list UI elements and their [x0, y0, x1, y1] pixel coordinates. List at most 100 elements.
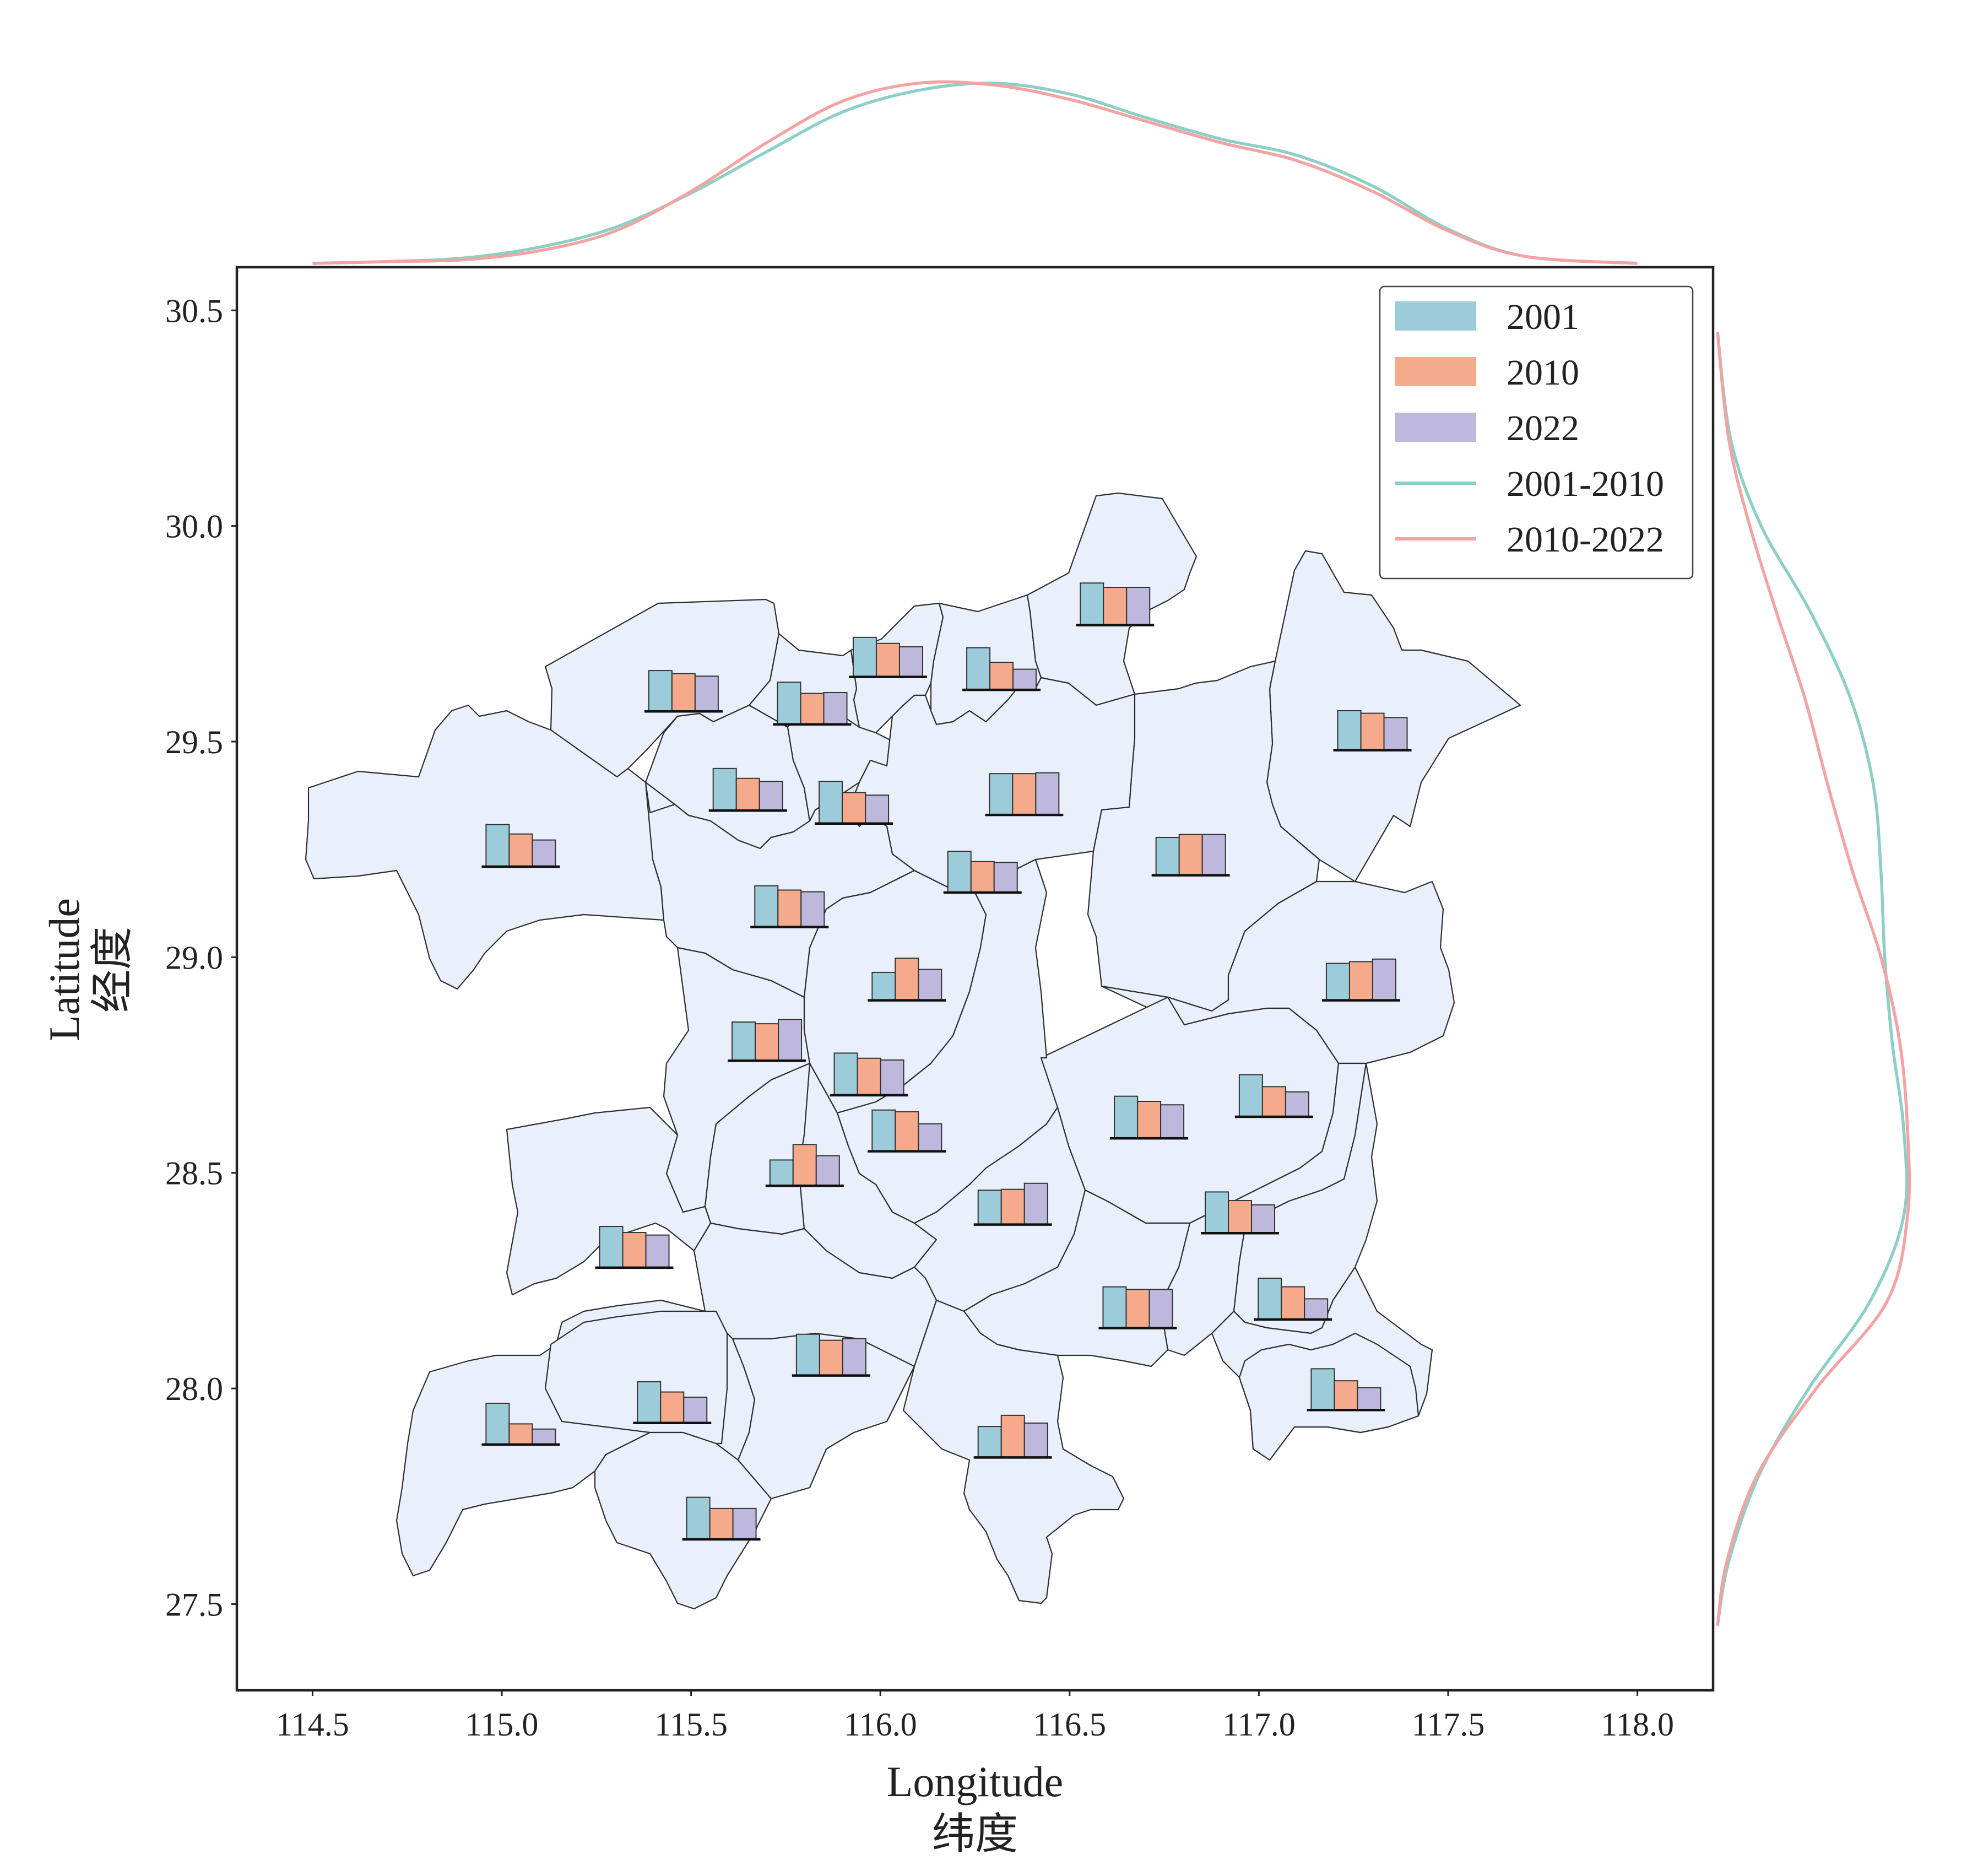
bar-2022	[1251, 1204, 1276, 1234]
bar-glyph	[973, 1414, 1052, 1459]
bar-2022	[1201, 834, 1226, 876]
bar-glyph	[1234, 1074, 1313, 1118]
bar-2022	[1126, 587, 1151, 626]
bar-2001	[977, 1426, 1002, 1458]
legend-label-2010: 2010	[1507, 353, 1579, 393]
bar-2010	[792, 1144, 817, 1187]
bar-glyph	[1201, 1191, 1280, 1235]
bar-2022	[683, 1396, 708, 1424]
bar-glyph	[868, 958, 946, 1002]
legend-label-2001: 2001	[1507, 297, 1579, 337]
bar-2010	[508, 833, 533, 867]
bar-2010	[875, 642, 900, 678]
bar-2022	[815, 1155, 840, 1187]
bar-glyph	[708, 767, 787, 812]
y-tick-label: 27.5	[165, 1586, 223, 1623]
bar-2022	[1372, 958, 1396, 1001]
bar-2001	[947, 851, 972, 893]
bar-2022	[800, 891, 825, 928]
bar-2010	[777, 889, 802, 928]
legend-label-2022: 2022	[1507, 408, 1579, 448]
x-tick-label: 115.0	[465, 1706, 539, 1743]
bar-2010	[1137, 1101, 1162, 1139]
longitude-density-curves	[312, 80, 1638, 265]
bar-2001	[871, 971, 896, 1001]
bar-2010	[1281, 1286, 1305, 1320]
bar-2001	[712, 767, 737, 812]
bar-glyph	[773, 682, 852, 726]
bar-2001	[485, 1402, 510, 1445]
bar-2022	[694, 675, 719, 712]
bar-2001	[819, 781, 843, 824]
bar-2001	[637, 1381, 662, 1424]
bar-glyph	[943, 851, 1022, 894]
y-tick-label: 30.5	[165, 293, 223, 329]
bar-2010	[1360, 712, 1385, 751]
bar-2001	[485, 824, 510, 867]
bar-2001	[648, 670, 673, 712]
bar-2010	[1000, 1414, 1025, 1458]
bar-2022	[1285, 1091, 1309, 1117]
bar-glyph	[750, 885, 829, 928]
x-tick-label: 114.5	[276, 1706, 349, 1743]
legend-label-2001-2010: 2001-2010	[1507, 464, 1664, 504]
y-tick-label: 29.0	[165, 939, 223, 976]
bar-2022	[1304, 1298, 1329, 1320]
bar-2001	[833, 1052, 858, 1096]
bar-glyph	[830, 1052, 908, 1097]
latitude-density-curves	[1716, 332, 1911, 1626]
bar-2010	[1178, 834, 1203, 876]
bar-glyph	[815, 781, 893, 825]
bar-2001	[1258, 1277, 1282, 1320]
bar-glyph	[1151, 834, 1230, 877]
bar-2022	[880, 1059, 904, 1096]
bar-2010	[1000, 1188, 1025, 1225]
legend-label-2010-2022: 2010-2022	[1507, 520, 1664, 560]
bar-glyph	[1098, 1286, 1177, 1329]
bar-2001	[795, 1333, 820, 1376]
legend-swatch-2022	[1395, 413, 1476, 442]
bar-2022	[778, 1019, 803, 1062]
bar-2022	[1023, 1182, 1048, 1225]
x-tick-label: 116.0	[844, 1706, 917, 1743]
x-axis-label-cn: 纬度	[932, 1810, 1018, 1858]
bar-2001	[977, 1190, 1002, 1225]
bar-2001	[1205, 1191, 1229, 1234]
bar-2001	[1102, 1286, 1127, 1329]
bar-2001	[1337, 710, 1362, 751]
y-axis-label: Latitude	[40, 898, 88, 1041]
x-tick-label: 116.5	[1033, 1706, 1106, 1743]
bar-2022	[865, 794, 890, 824]
bar-glyph	[1110, 1095, 1189, 1140]
bar-2022	[898, 646, 923, 678]
bar-glyph	[644, 670, 723, 713]
bar-2022	[918, 969, 942, 1001]
bar-2001	[1238, 1074, 1263, 1117]
bar-2010	[1228, 1200, 1253, 1234]
kde-right-2001-2010	[1716, 332, 1909, 1626]
bar-glyph	[481, 824, 560, 868]
bar-2010	[671, 673, 696, 712]
bar-2001	[686, 1496, 711, 1540]
bar-2001	[754, 885, 779, 928]
bar-2022	[842, 1338, 866, 1376]
bar-2001	[1155, 837, 1180, 876]
x-tick-label: 117.0	[1222, 1706, 1296, 1743]
bar-2022	[645, 1234, 670, 1268]
kde-top-2001-2010	[312, 82, 1638, 265]
y-tick-label: 29.5	[165, 724, 223, 760]
bar-glyph	[868, 1109, 946, 1153]
bar-glyph	[792, 1333, 870, 1377]
bar-2010	[622, 1231, 647, 1268]
x-tick-label: 115.5	[654, 1706, 728, 1743]
bar-2001	[1080, 582, 1104, 626]
bar-glyph	[962, 647, 1041, 691]
bar-2022	[1023, 1422, 1048, 1458]
legend: 2001 2010 2022 2001-2010 2010-2022	[1379, 285, 1694, 580]
bar-2010	[735, 777, 760, 812]
map-region	[1266, 550, 1521, 883]
bar-2010	[857, 1057, 881, 1096]
bar-2022	[532, 839, 556, 867]
y-tick-label: 28.0	[165, 1371, 223, 1407]
